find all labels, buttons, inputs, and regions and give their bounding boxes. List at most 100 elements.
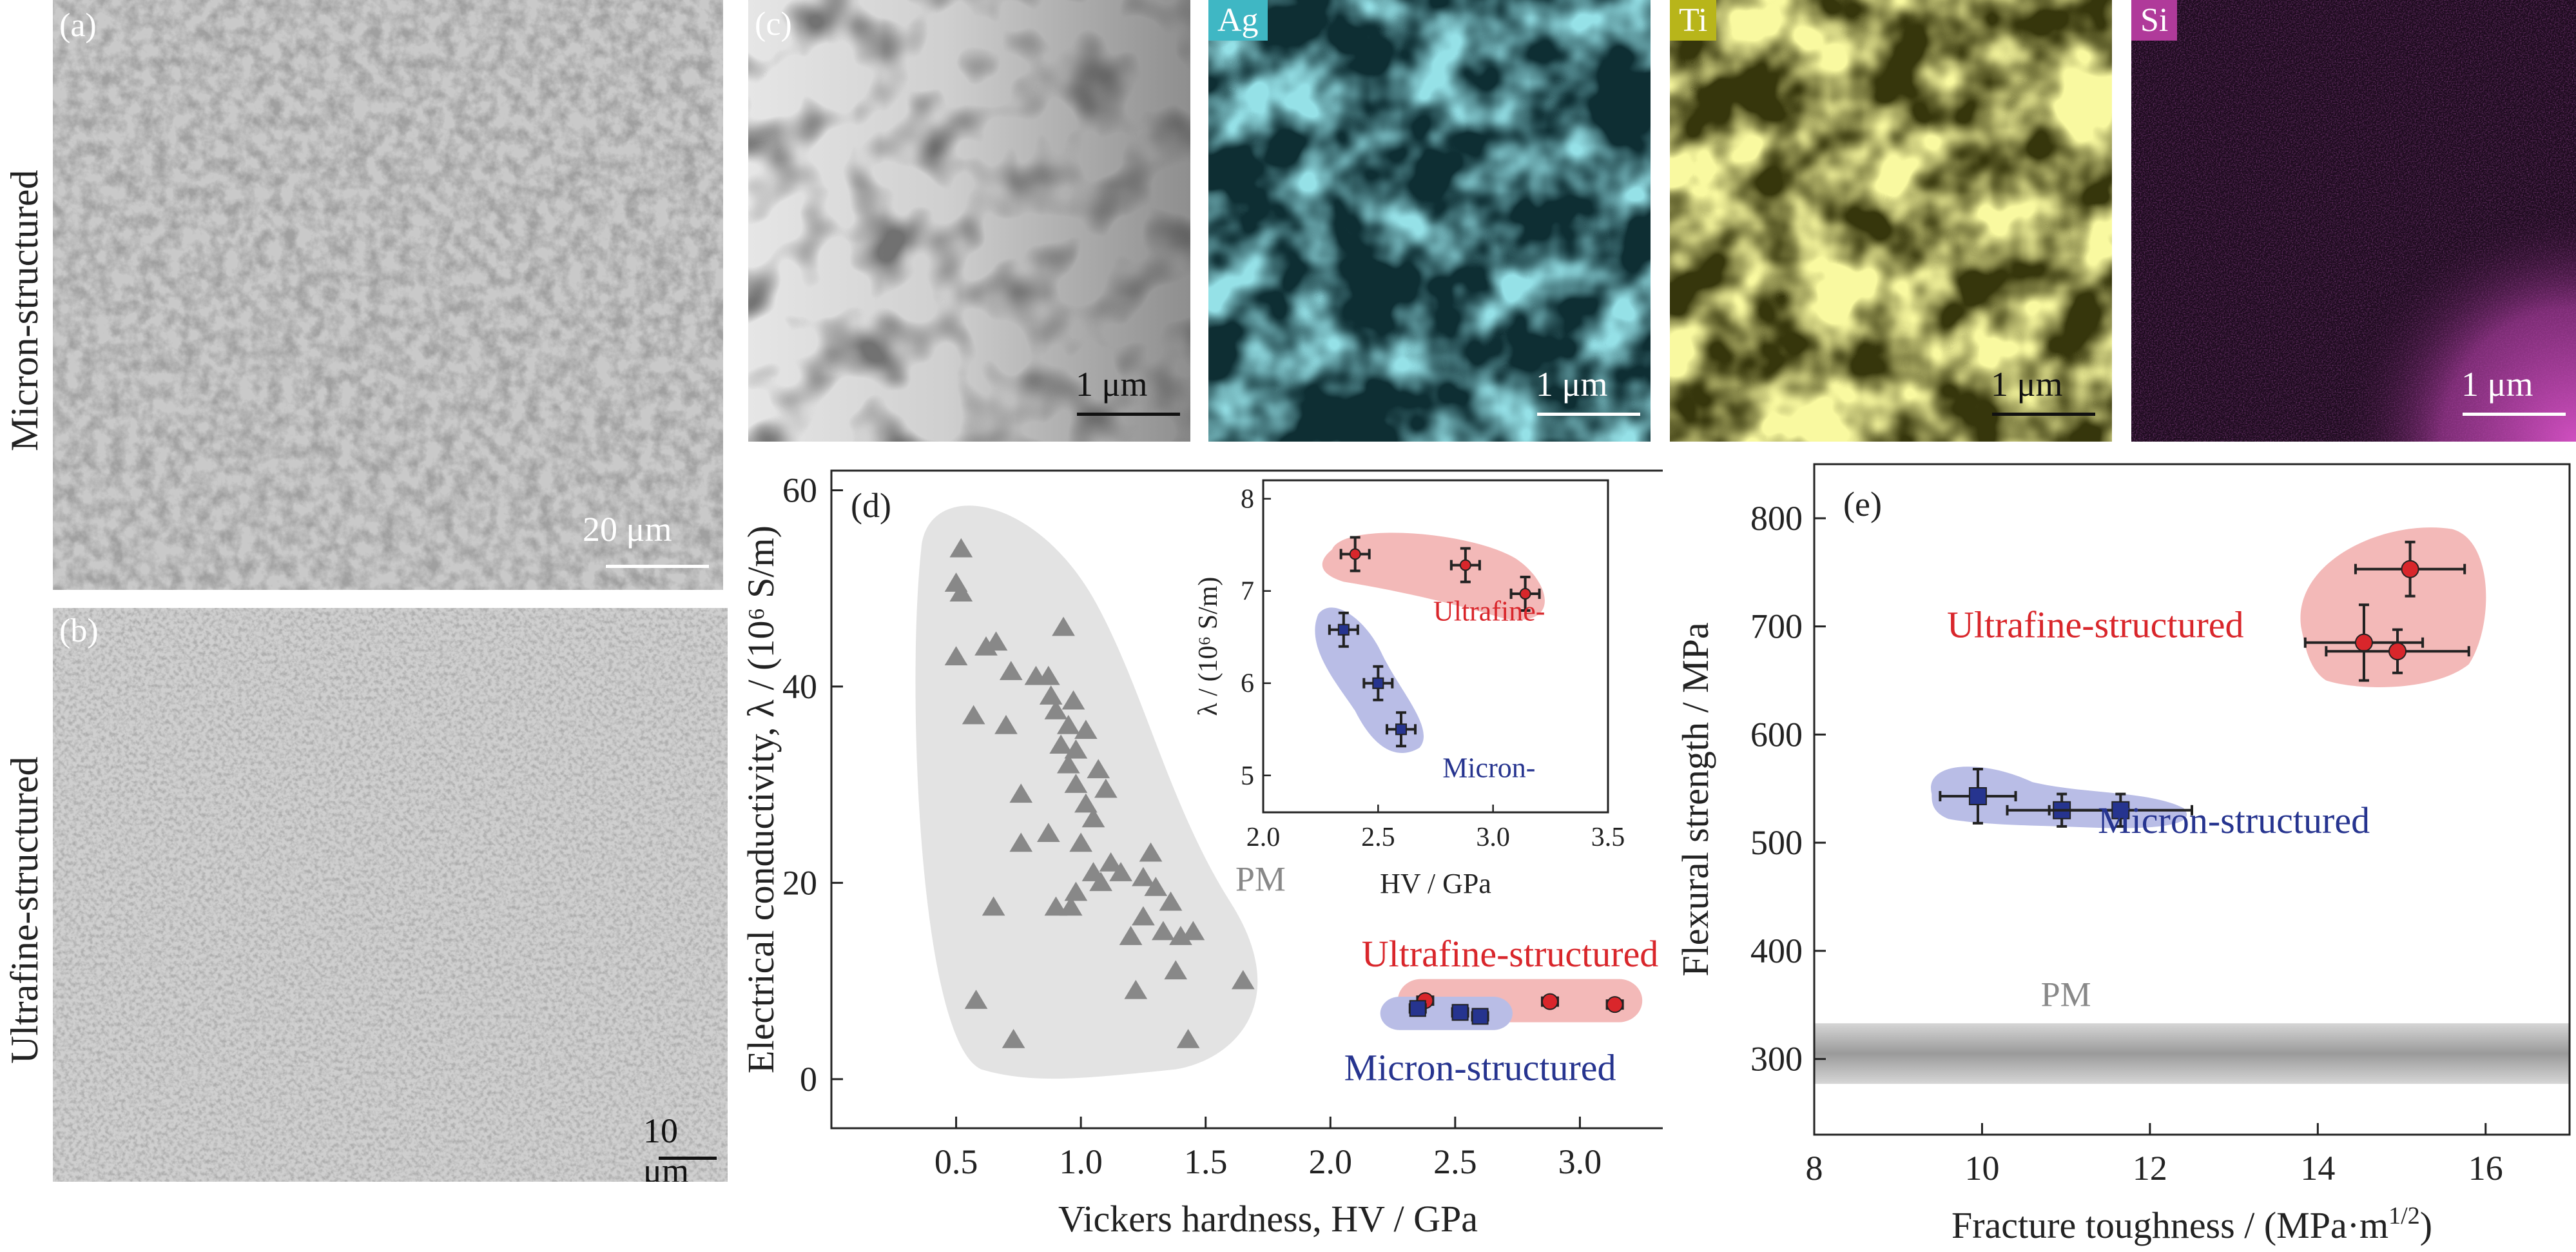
x-tick-label-d: 3.0 xyxy=(1558,1142,1602,1181)
panel-label-b: (b) xyxy=(59,612,99,649)
point-e-circle xyxy=(2388,642,2407,661)
x-axis-label-e: Fracture toughness / (MPa·m1/2) xyxy=(1951,1202,2432,1246)
micron-region xyxy=(1380,997,1513,1030)
inset-point-circle xyxy=(1519,587,1531,600)
y-tick-label-d: 20 xyxy=(782,863,817,902)
y-axis-label-e: Flexural strength / MPa xyxy=(1674,622,1716,976)
point-d-triangle xyxy=(1094,778,1118,798)
point-d-triangle xyxy=(1036,665,1060,685)
inset-x-tick-label: 2.5 xyxy=(1361,823,1395,852)
y-tick-label-d: 0 xyxy=(800,1060,817,1099)
inset-y-tick-label: 6 xyxy=(1241,669,1254,699)
point-d-triangle xyxy=(1159,891,1183,911)
ultrafine-region-e xyxy=(2300,527,2486,687)
point-d-triangle xyxy=(1039,685,1063,705)
x-tick-label-d: 2.5 xyxy=(1433,1142,1477,1181)
x-tick-label-d: 1.0 xyxy=(1059,1142,1103,1181)
inset-frame-d xyxy=(1262,479,1609,814)
point-e-square xyxy=(2111,801,2130,819)
point-d-triangle xyxy=(949,582,973,602)
micrograph-a: (a) 20 μm xyxy=(53,0,723,590)
point-d-triangle xyxy=(1009,783,1033,803)
eds-map-ti-texture xyxy=(1670,0,2112,442)
inset-x-tick-label: 3.0 xyxy=(1476,823,1510,852)
inset-ultrafine-region xyxy=(1322,533,1545,620)
region-label-pm-d: PM xyxy=(1235,860,1286,899)
point-d-triangle xyxy=(1132,866,1155,886)
point-e-circle xyxy=(2354,633,2373,652)
point-d-triangle xyxy=(1052,616,1075,636)
scale-label-a: 20 μm xyxy=(583,510,672,549)
axes-frame-e xyxy=(1813,463,2571,1136)
inset-y-tick-label: 7 xyxy=(1241,577,1254,607)
eds-map-si: Si 1 μm xyxy=(2131,0,2576,442)
y-tick-label-e: 600 xyxy=(1750,715,1803,754)
point-d-triangle xyxy=(1061,690,1085,710)
point-d-triangle xyxy=(1081,808,1105,828)
point-d-triangle xyxy=(1109,862,1132,881)
micrograph-a-texture xyxy=(53,0,723,590)
point-e-square xyxy=(1968,787,1987,805)
point-d-triangle xyxy=(1139,842,1163,862)
point-d-triangle xyxy=(1074,793,1098,813)
x-tick-label-d: 1.5 xyxy=(1184,1142,1228,1181)
point-d-triangle xyxy=(1099,852,1123,872)
point-e-circle xyxy=(2401,560,2419,578)
point-d-triangle xyxy=(1176,1028,1200,1048)
inset-point-square xyxy=(1337,623,1350,636)
scale-bar-ti xyxy=(1992,413,2095,416)
point-d-triangle xyxy=(1087,759,1110,779)
scale-label-b: 10 μm xyxy=(643,1111,689,1182)
point-d-triangle xyxy=(1124,979,1148,999)
point-d-triangle xyxy=(1036,823,1060,843)
x-tick-label-e: 10 xyxy=(1964,1149,1999,1188)
point-d-triangle xyxy=(1074,719,1098,739)
inset-y-tick-label: 8 xyxy=(1241,485,1254,514)
inset-point-square xyxy=(1395,723,1407,736)
scale-label-ag: 1 μm xyxy=(1536,365,1608,404)
point-d-triangle xyxy=(1152,921,1175,941)
point-d-triangle xyxy=(1049,734,1073,754)
point-d-square xyxy=(1409,1000,1426,1017)
point-d-triangle xyxy=(1064,739,1088,759)
x-tick-label-d: 0.5 xyxy=(935,1142,978,1181)
point-d-triangle xyxy=(1181,921,1205,941)
eds-tag-ti: Ti xyxy=(1670,0,1717,41)
point-d-triangle xyxy=(1059,896,1083,916)
panel-label-a: (a) xyxy=(59,7,97,44)
inset-label-ultrafine: Ultrafine- xyxy=(1433,595,1545,627)
inset-x-tick-label: 3.5 xyxy=(1591,823,1625,852)
x-tick-label-e: 14 xyxy=(2300,1149,2335,1188)
point-d-triangle xyxy=(1069,832,1092,852)
point-d-circle xyxy=(1606,996,1623,1013)
y-tick-label-e: 500 xyxy=(1750,823,1803,862)
eds-map-ag: Ag 1 μm xyxy=(1208,0,1651,442)
chart-d: 0.5 1.0 1.5 2.0 2.5 3.0 3.5 0 20 40 60 Vickers hard… xyxy=(740,469,1663,1240)
side-label-ultrafine: Ultrafine-structured xyxy=(3,756,46,1064)
inset-y-tick-label: 5 xyxy=(1241,761,1254,791)
point-d-triangle xyxy=(1231,970,1255,990)
eds-tag-ag: Ag xyxy=(1208,0,1268,41)
x-tick-label-e: 12 xyxy=(2133,1149,2167,1188)
scale-bar-si xyxy=(2463,413,2566,416)
panel-label-e: (e) xyxy=(1843,485,1882,523)
inset-x-axis-label: HV / GPa xyxy=(1380,868,1491,899)
micrograph-c: (c) 1 μm xyxy=(748,0,1190,442)
micrograph-b: (b) 10 μm xyxy=(53,608,728,1182)
inset-x-tick-label: 2.0 xyxy=(1246,823,1281,852)
x-tick-label-e: 16 xyxy=(2468,1149,2503,1188)
point-d-triangle xyxy=(1044,896,1068,916)
point-d-triangle xyxy=(984,631,1008,651)
scale-label-si: 1 μm xyxy=(2461,365,2533,404)
panel-label-d: (d) xyxy=(851,486,891,525)
inset-label-micron: Micron- xyxy=(1442,752,1535,784)
y-tick-label-e: 300 xyxy=(1750,1040,1803,1079)
point-d-triangle xyxy=(1044,699,1068,719)
panel-label-c: (c) xyxy=(755,6,792,43)
micrograph-c-texture xyxy=(748,0,1190,442)
x-axis-label-d: Vickers hardness, HV / GPa xyxy=(1058,1198,1478,1240)
y-axis-label-d: Electrical conductivity, λ / (10⁶ S/m) xyxy=(740,525,782,1073)
region-label-ultrafine-e: Ultrafine-structured xyxy=(1947,603,2244,645)
eds-tag-si: Si xyxy=(2131,0,2178,41)
point-d-triangle xyxy=(974,636,998,656)
